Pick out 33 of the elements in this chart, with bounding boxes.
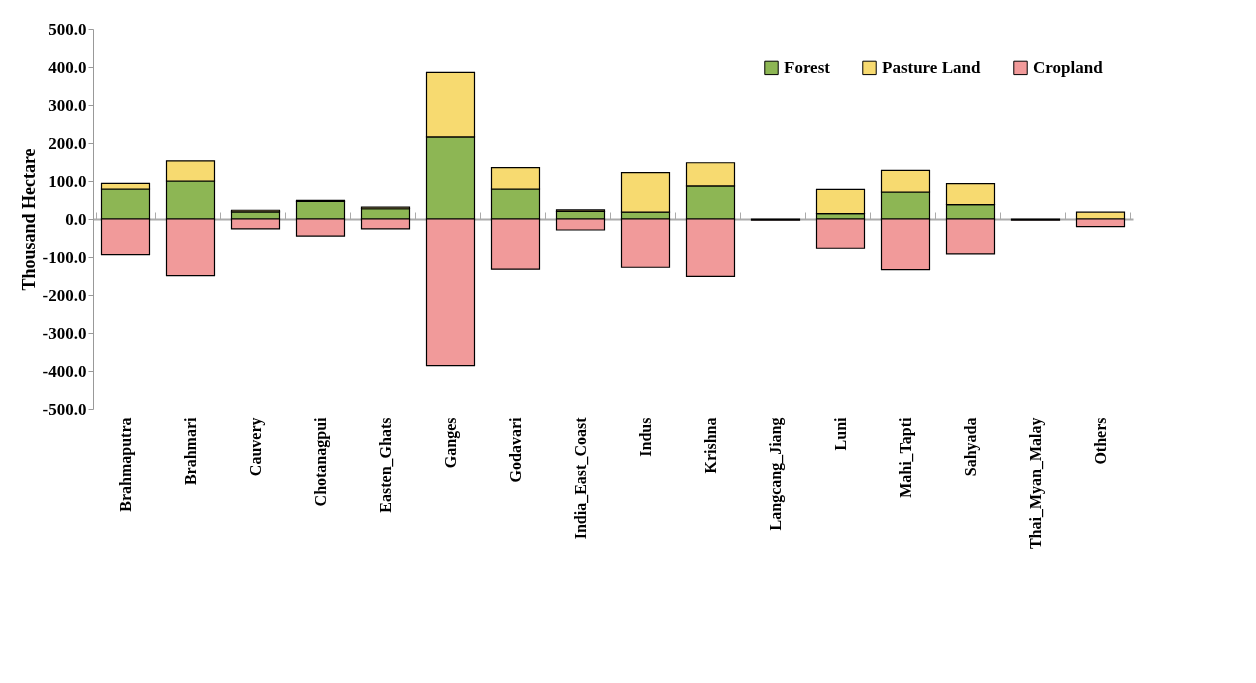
y-tick-label: -400.0	[42, 361, 87, 381]
legend-label: Pasture Land	[882, 57, 981, 77]
x-tick-label: Luni	[831, 416, 849, 451]
x-tick-label: Cauvery	[246, 417, 265, 477]
x-tick-label: Chotanagpui	[311, 416, 330, 507]
y-tick-label: -300.0	[42, 323, 87, 343]
y-axis-title: Thousand Hectare	[18, 148, 39, 291]
x-tick-label: Godavari	[506, 416, 524, 483]
y-tick-label: -100.0	[42, 247, 87, 267]
x-tick-label: Sahyada	[961, 417, 980, 477]
y-tick-label: 400.0	[48, 57, 87, 77]
legend-label: Forest	[784, 57, 831, 77]
y-tick-label: 100.0	[48, 171, 87, 191]
x-tick-label: Indus	[636, 417, 654, 457]
x-tick-label: India_East_Coast	[571, 416, 589, 540]
bar	[815, 218, 866, 249]
bar	[815, 188, 866, 215]
x-tick-label: Mahi_Tapti	[896, 416, 915, 498]
x-tick-label: Langcang_Jiang	[766, 417, 785, 531]
legend-label: Cropland	[1033, 57, 1104, 77]
x-tick-label: Others	[1091, 417, 1109, 465]
x-tick-label: Krishna	[701, 417, 719, 474]
x-tick-label: Brahmaputra	[116, 417, 135, 512]
x-tick-label: Brahmari	[181, 416, 199, 486]
x-tick-label: Ganges	[441, 417, 460, 469]
x-tick-label: Easten_Ghats	[376, 417, 394, 513]
y-tick-label: -200.0	[42, 285, 87, 305]
y-tick-label: -500.0	[42, 399, 87, 419]
y-tick-label: 0.0	[65, 209, 87, 229]
y-tick-label: 500.0	[48, 19, 87, 39]
y-tick-label: 200.0	[48, 133, 87, 153]
x-tick-label: Thai_Myan_Malay	[1026, 417, 1045, 550]
y-tick-label: 300.0	[48, 95, 87, 115]
